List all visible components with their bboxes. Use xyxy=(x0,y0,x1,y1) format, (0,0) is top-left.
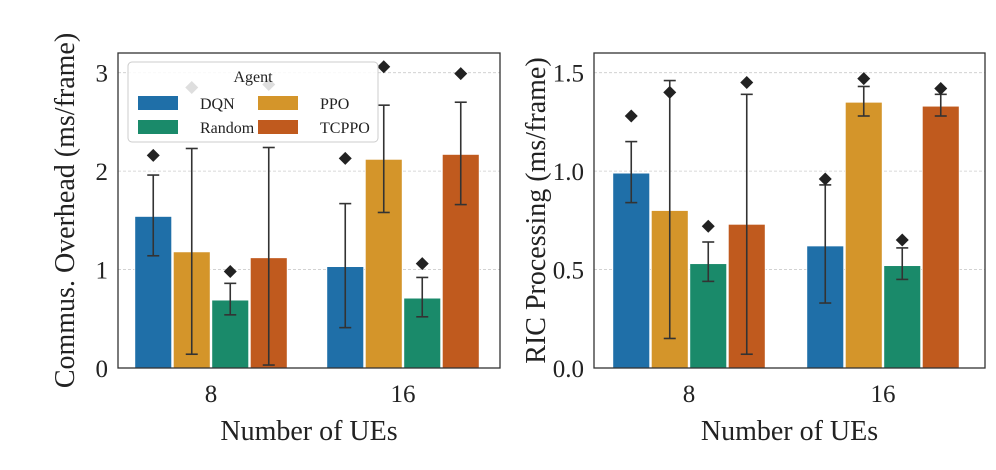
y-tick-label: 1.0 xyxy=(553,159,584,186)
x-axis-label: Number of UEs xyxy=(701,416,878,447)
y-tick-label: 1 xyxy=(96,258,109,285)
x-tick-label: 8 xyxy=(205,381,218,408)
outlier-marker xyxy=(415,257,429,271)
outlier-marker xyxy=(377,60,391,74)
legend: Agent DQN PPO Random TCPPO xyxy=(127,61,379,143)
outlier-marker xyxy=(740,76,754,90)
legend-swatch-tcppo xyxy=(258,120,298,134)
legend-box xyxy=(127,61,379,143)
legend-label-random: Random xyxy=(200,120,255,137)
plot-frame xyxy=(117,52,501,369)
chart-commus-overhead: 0 1 2 3 8 16 Number of UEs Commus. Overhead (ms… xyxy=(50,33,501,447)
outlier-marker xyxy=(146,148,160,162)
y-axis-label: RIC Processing (ms/frame) xyxy=(521,57,552,363)
y-tick-label: 3 xyxy=(96,61,109,88)
y-axis-label: Commus. Overhead (ms/frame) xyxy=(50,33,81,388)
y-tick-label: 0.0 xyxy=(553,356,584,383)
x-tick-label: 16 xyxy=(391,381,416,408)
legend-swatch-dqn xyxy=(138,96,178,110)
bar-tcppo-16 xyxy=(921,105,960,369)
outlier-marker xyxy=(454,67,468,81)
legend-title: Agent xyxy=(233,69,273,86)
legend-swatch-random xyxy=(138,120,178,134)
plot-frame xyxy=(593,52,986,369)
outlier-marker xyxy=(223,265,237,279)
outlier-marker xyxy=(895,233,909,247)
outlier-marker xyxy=(624,109,638,123)
x-tick-label: 16 xyxy=(871,381,896,408)
y-tick-label: 0 xyxy=(96,356,109,383)
legend-label-dqn: DQN xyxy=(200,96,235,113)
legend-label-ppo: PPO xyxy=(320,96,349,113)
outlier-marker xyxy=(338,151,352,165)
x-tick-label: 8 xyxy=(683,381,696,408)
chart-ric-processing: 0.0 0.5 1.0 1.5 8 16 Number of UEs RIC Processi… xyxy=(521,52,986,447)
y-tick-label: 2 xyxy=(96,159,109,186)
y-tick-label: 0.5 xyxy=(553,258,584,285)
outlier-marker xyxy=(701,219,715,233)
bar-ppo-16 xyxy=(844,101,883,369)
outlier-marker xyxy=(934,81,948,95)
legend-label-tcppo: TCPPO xyxy=(320,120,370,137)
bar-random-16 xyxy=(883,265,922,369)
x-axis-label: Number of UEs xyxy=(220,416,397,447)
outlier-marker xyxy=(857,72,871,86)
legend-swatch-ppo xyxy=(258,96,298,110)
outlier-marker xyxy=(663,85,677,99)
y-tick-label: 1.5 xyxy=(553,61,584,88)
outlier-marker xyxy=(818,172,832,186)
